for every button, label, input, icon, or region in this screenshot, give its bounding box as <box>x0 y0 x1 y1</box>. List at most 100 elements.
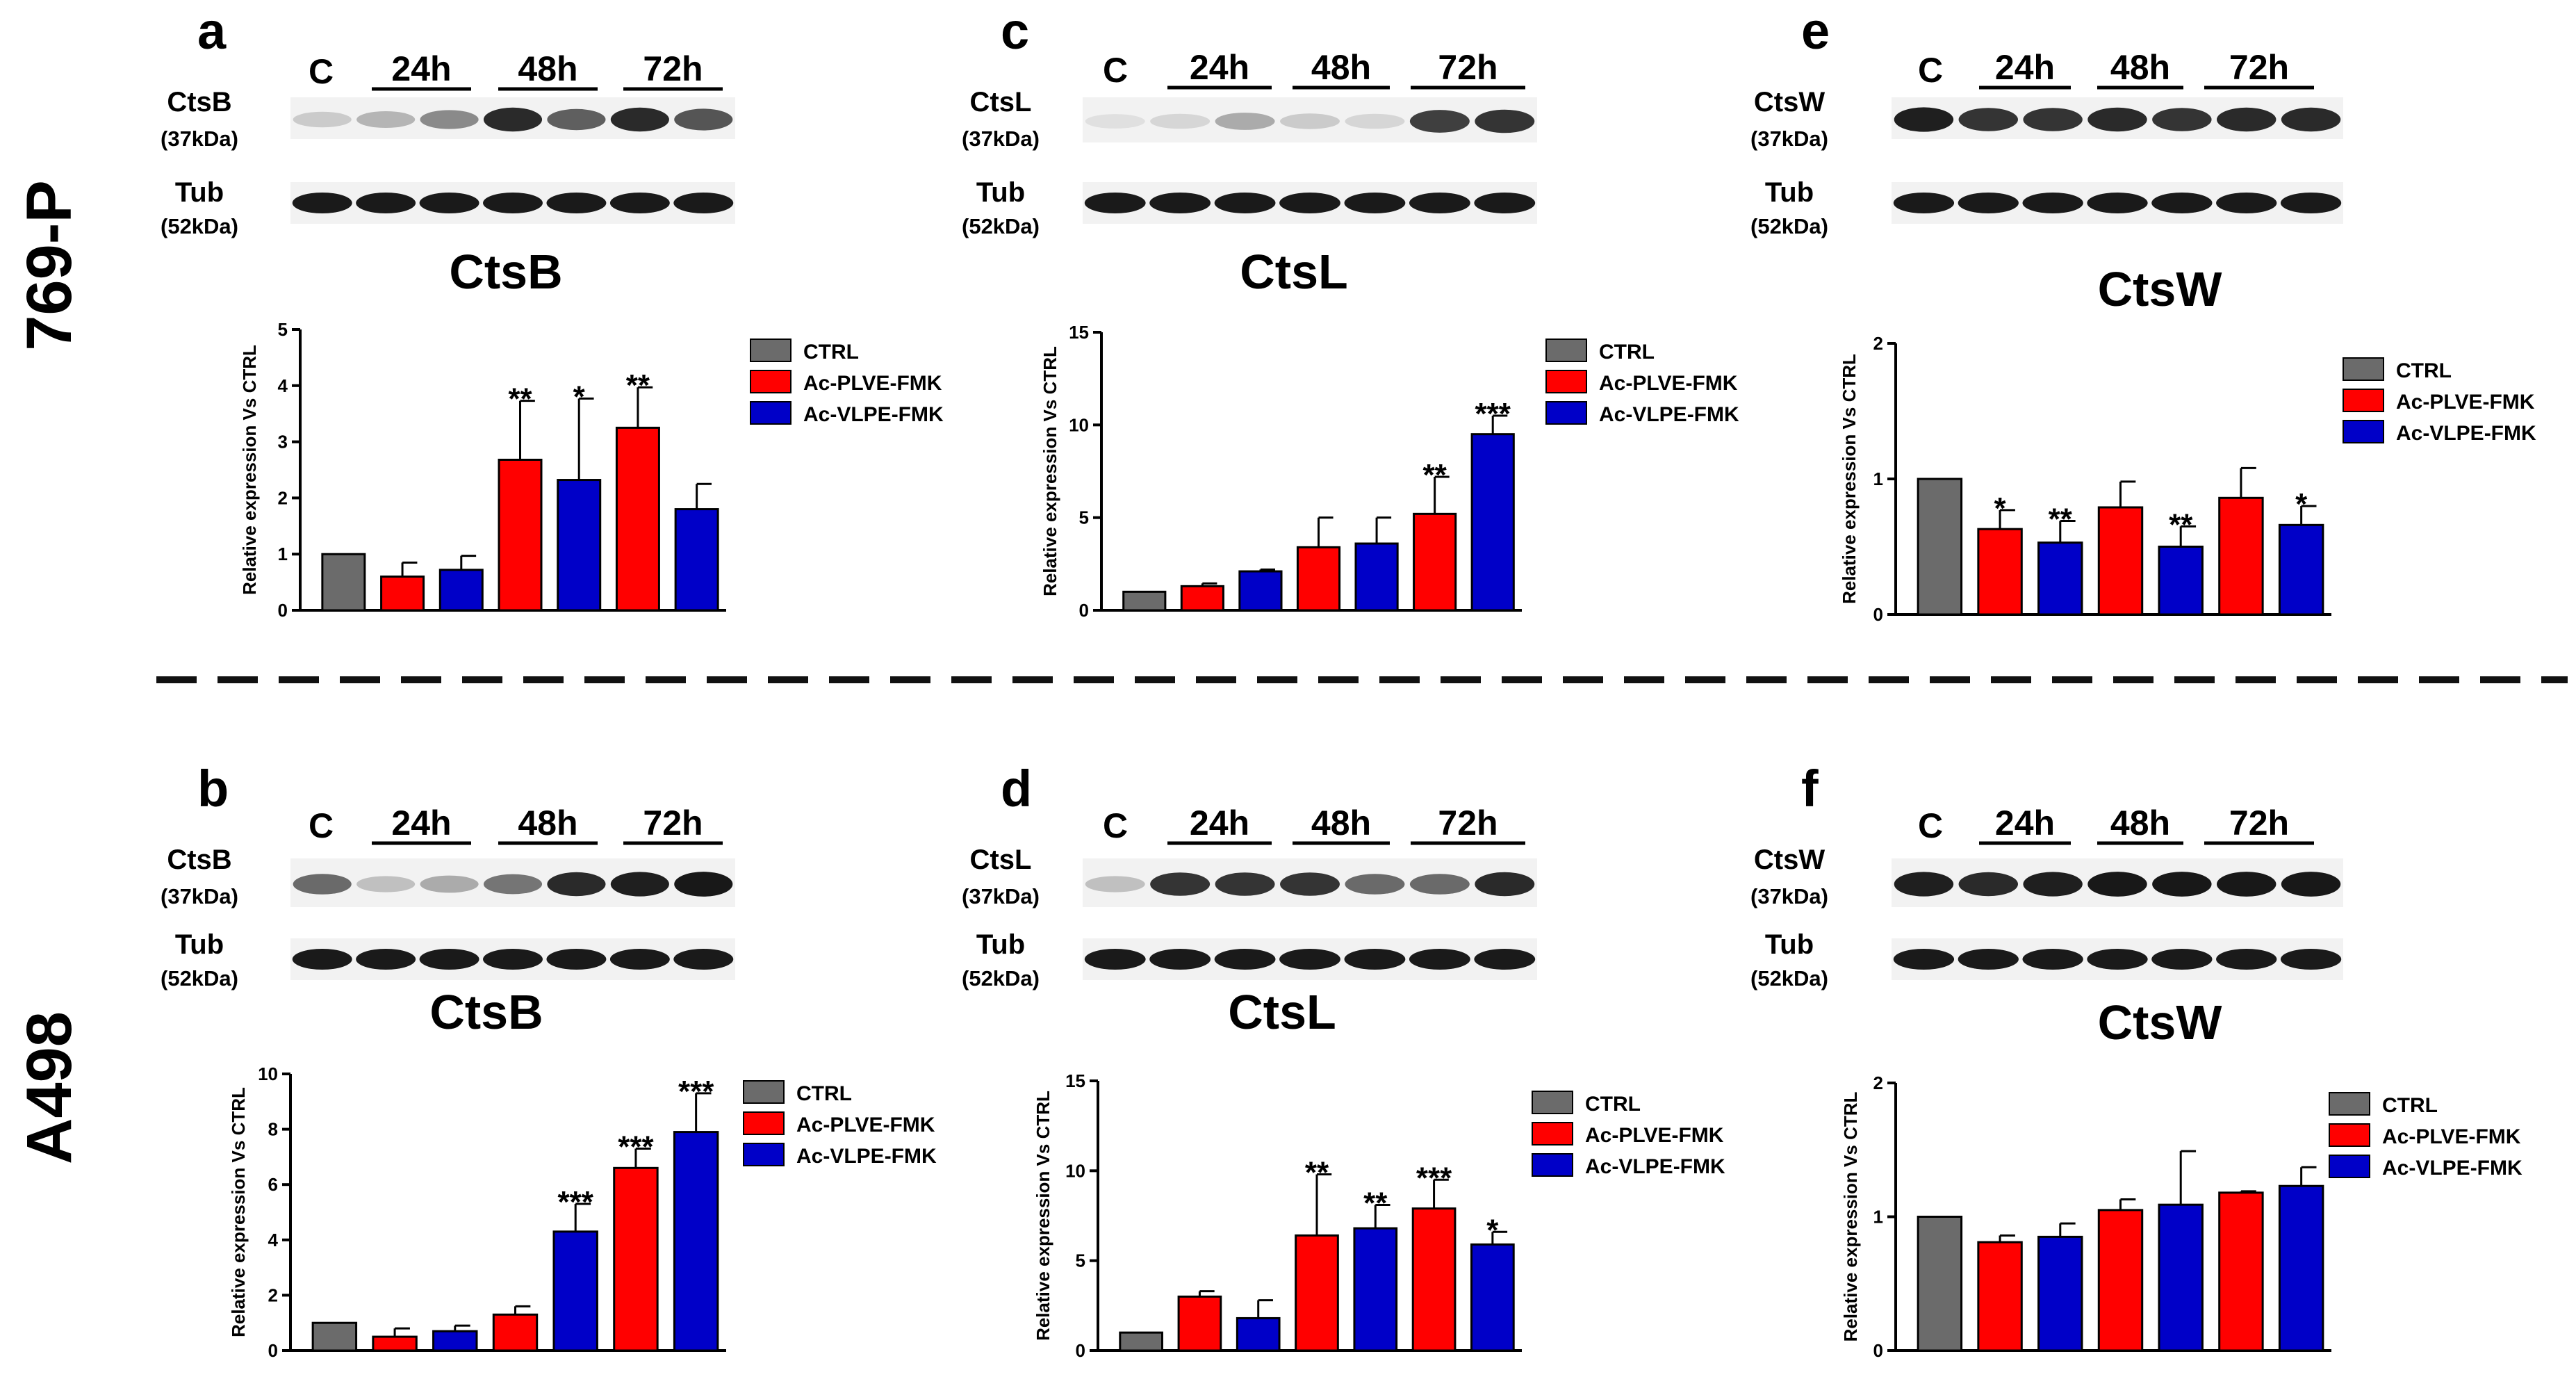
significance-marker: * <box>1486 1213 1499 1247</box>
protein-band <box>674 108 733 131</box>
lane-label-control: C <box>309 806 334 845</box>
lane-label-48h: 48h <box>1311 804 1371 842</box>
legend-label: Ac-VLPE-FMK <box>796 1145 937 1168</box>
bar-chart-f: 0 1 2 Relative expression Vs CTRL CTRL Ac-PLV… <box>1840 1073 2522 1361</box>
lane-label-control: C <box>309 52 334 91</box>
significance-marker: ** <box>1423 458 1447 492</box>
protein-band <box>1215 113 1275 130</box>
legend-swatch <box>750 370 791 393</box>
y-tick-label: 0 <box>1873 1340 1883 1361</box>
bar-ctrl <box>321 553 366 612</box>
western-blots: C 24h 48h 72h CtsB (37kDa) Tub (52kDa) C 24h 48h 72… <box>161 48 2343 990</box>
y-tick-label: 3 <box>278 432 288 453</box>
tubulin-band <box>2151 949 2213 970</box>
protein-band <box>2087 107 2147 132</box>
protein-name-label: CtsB <box>167 845 231 875</box>
tubulin-band <box>356 193 416 213</box>
bar-ac-plve-fmk <box>1295 1234 1339 1352</box>
tubulin-kda-label: (52kDa) <box>1750 214 1828 238</box>
legend-swatch <box>2329 1092 2370 1116</box>
bar-ac-plve-fmk <box>498 458 543 612</box>
panel-letter-a: a <box>197 2 227 60</box>
tubulin-band <box>1958 949 2019 970</box>
tubulin-band <box>2216 193 2277 213</box>
bar-ac-vlpe-fmk <box>2158 1203 2204 1352</box>
y-tick-label: 15 <box>1069 322 1089 343</box>
legend-label: CTRL <box>1599 341 1655 364</box>
tubulin-kda-label: (52kDa) <box>1750 966 1828 990</box>
bar-ac-plve-fmk <box>1180 585 1224 612</box>
protein-band <box>1475 109 1535 133</box>
y-tick-label: 2 <box>1873 333 1883 354</box>
lane-label-control: C <box>1918 806 1943 845</box>
tubulin-band <box>1409 949 1470 970</box>
tubulin-band <box>419 949 479 970</box>
bar-ac-vlpe-fmk <box>432 1330 478 1352</box>
tubulin-name-label: Tub <box>976 929 1025 960</box>
lane-label-48h: 48h <box>518 49 577 88</box>
tubulin-band <box>609 193 670 213</box>
bar-ac-vlpe-fmk <box>674 508 719 612</box>
bar-ac-plve-fmk <box>1413 512 1457 612</box>
protein-kda-label: (37kDa) <box>962 884 1040 908</box>
legend-swatch <box>743 1080 785 1104</box>
protein-band <box>1409 874 1470 895</box>
legend-label: Ac-PLVE-FMK <box>796 1114 935 1136</box>
tubulin-band <box>2216 949 2277 970</box>
legend-label: CTRL <box>796 1082 852 1105</box>
protein-band <box>2087 872 2147 897</box>
lane-label-72h: 72h <box>1438 48 1498 87</box>
protein-kda-label: (37kDa) <box>1750 127 1828 151</box>
protein-kda-label: (37kDa) <box>161 884 238 908</box>
lane-label-24h: 24h <box>1995 804 2055 842</box>
legend-label: Ac-VLPE-FMK <box>1599 403 1739 426</box>
y-tick-label: 5 <box>1076 1250 1085 1271</box>
protein-band <box>483 107 543 132</box>
tubulin-band <box>1084 949 1146 970</box>
y-tick-label: 1 <box>1873 468 1883 489</box>
tubulin-name-label: Tub <box>976 177 1025 208</box>
protein-band <box>2217 107 2276 132</box>
panel-letter-e: e <box>1801 2 1830 60</box>
legend-swatch <box>1532 1091 1573 1114</box>
tubulin-band <box>1893 193 1955 213</box>
chart-title-c: CtsL <box>1240 245 1348 299</box>
lane-label-72h: 72h <box>1438 804 1498 842</box>
tubulin-band <box>1279 949 1340 970</box>
legend-swatch <box>750 401 791 425</box>
tubulin-band <box>1084 193 1146 213</box>
significance-marker: * <box>1994 491 2007 525</box>
legend-swatch <box>2343 420 2384 443</box>
y-tick-label: 0 <box>1873 604 1883 625</box>
legend-swatch <box>743 1143 785 1166</box>
lane-label-24h: 24h <box>1995 48 2055 87</box>
bar-ac-vlpe-fmk <box>552 1230 598 1352</box>
y-tick-label: 5 <box>278 319 288 340</box>
blot-panel-f: C 24h 48h 72h CtsW (37kDa) Tub (52kDa) <box>1750 804 2343 990</box>
bar-ctrl <box>311 1321 358 1352</box>
protein-kda-label: (37kDa) <box>1750 884 1828 908</box>
tubulin-band <box>1149 949 1211 970</box>
bar-ac-plve-fmk <box>2097 1209 2144 1352</box>
cell-line-label-769p: 769-P <box>14 180 85 351</box>
tubulin-band <box>1474 193 1536 213</box>
lane-label-72h: 72h <box>2229 804 2289 842</box>
tubulin-band <box>419 193 479 213</box>
protein-name-label: CtsL <box>970 845 1032 875</box>
tubulin-band <box>356 949 416 970</box>
tubulin-band <box>483 193 543 213</box>
protein-band <box>547 872 606 897</box>
legend-swatch <box>1532 1122 1573 1146</box>
lane-label-48h: 48h <box>1311 48 1371 87</box>
tubulin-band <box>2022 193 2083 213</box>
significance-marker: *** <box>618 1130 654 1164</box>
bar-ac-vlpe-fmk <box>1470 433 1515 612</box>
legend-label: Ac-PLVE-FMK <box>1585 1124 1724 1147</box>
blot-panel-c: C 24h 48h 72h CtsL (37kDa) Tub (52kDa) <box>962 48 1537 238</box>
bar-ac-plve-fmk <box>1177 1295 1222 1352</box>
chart-title-f: CtsW <box>2098 995 2222 1050</box>
legend-swatch <box>1545 370 1587 393</box>
protein-band <box>1958 872 2018 897</box>
significance-marker: *** <box>558 1185 594 1219</box>
